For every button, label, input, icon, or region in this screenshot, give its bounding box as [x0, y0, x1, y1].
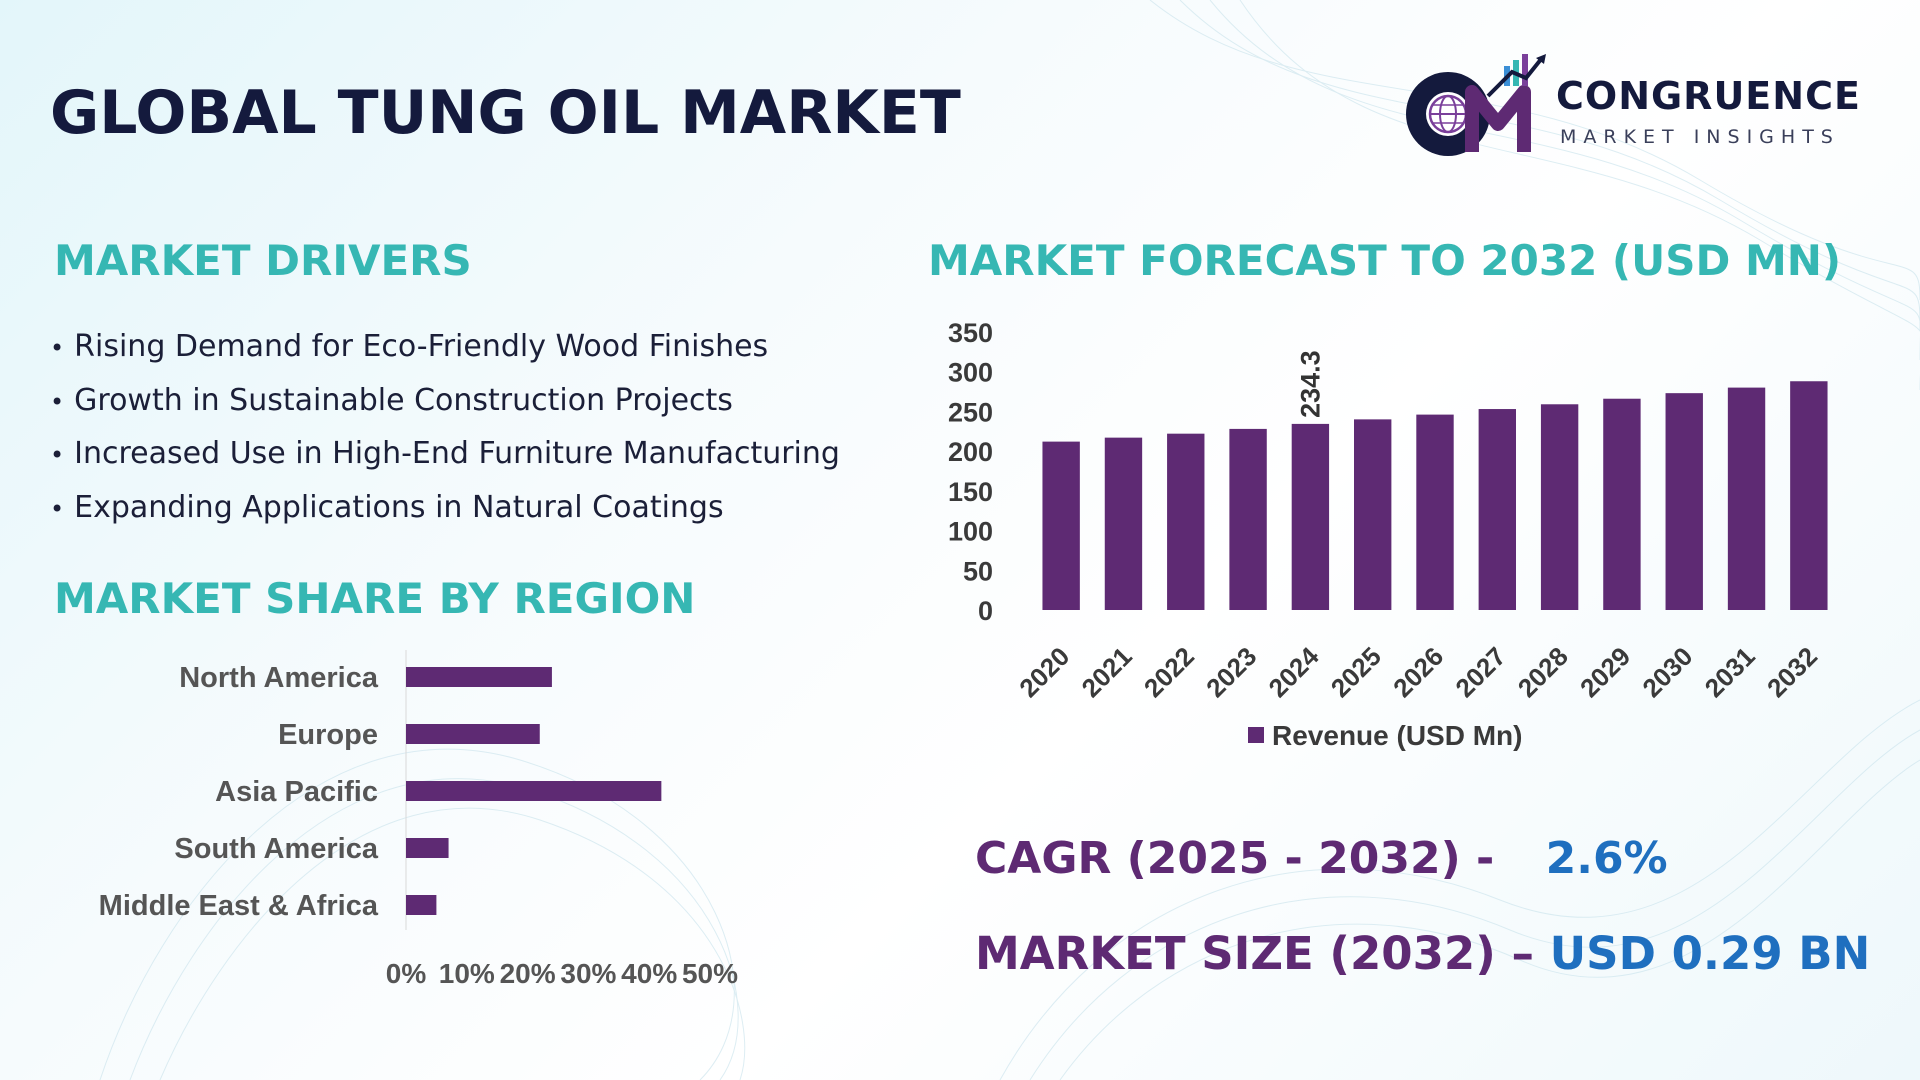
- driver-text: Expanding Applications in Natural Coatin…: [74, 489, 724, 525]
- bullet-icon: •: [50, 494, 65, 523]
- list-item: • Increased Use in High-End Furniture Man…: [50, 427, 840, 481]
- brand-name: CONGRUENCE: [1556, 74, 1861, 118]
- driver-text: Rising Demand for Eco-Friendly Wood Fini…: [74, 329, 769, 364]
- region-bar: [406, 724, 540, 744]
- x-tick-label: 30%: [560, 958, 616, 989]
- driver-text: Increased Use in High-End Furniture Manu…: [74, 436, 840, 471]
- y-tick-label: 100: [948, 517, 993, 547]
- y-tick-label: Middle East & Africa: [99, 890, 379, 922]
- region-bar: [406, 838, 449, 858]
- y-tick-label: South America: [174, 833, 378, 865]
- legend-swatch: [1248, 727, 1264, 743]
- legend-label: Revenue (USD Mn): [1272, 720, 1522, 751]
- list-item: • Rising Demand for Eco-Friendly Wood Fin…: [50, 320, 840, 374]
- y-tick-label: 150: [948, 477, 993, 507]
- y-tick-label: 250: [948, 397, 993, 427]
- data-label: 234.3: [1295, 350, 1325, 418]
- market-size-kpi: MARKET SIZE (2032) – USD 0.29 BN: [975, 927, 1870, 980]
- cagr-label: CAGR (2025 - 2032) -: [975, 833, 1495, 884]
- bullet-icon: •: [50, 334, 65, 362]
- cm-globe-chart-logo-icon: [1406, 54, 1546, 156]
- y-tick-label: 300: [948, 358, 993, 388]
- region-heading: MARKET SHARE BY REGION: [54, 574, 696, 623]
- region-bar: [406, 667, 552, 687]
- forecast-heading: MARKET FORECAST TO 2032 (USD MN): [928, 236, 1842, 285]
- x-tick-label: 40%: [621, 958, 677, 989]
- brand-logo: CONGRUENCE MARKET INSIGHTS: [1400, 52, 1870, 162]
- forecast-bar: [1665, 393, 1703, 610]
- driver-text: Growth in Sustainable Construction Proje…: [74, 382, 733, 418]
- y-tick-label: 0: [978, 596, 993, 626]
- y-tick-label: 50: [963, 556, 993, 586]
- x-tick-label: 20%: [500, 958, 556, 989]
- region-bar: [406, 895, 437, 915]
- y-tick-label: Europe: [278, 719, 378, 751]
- forecast-bar: [1042, 441, 1080, 610]
- forecast-bar: [1291, 423, 1330, 610]
- forecast-bar: [1540, 404, 1579, 610]
- drivers-list: • Rising Demand for Eco-Friendly Wood Fin…: [50, 320, 840, 534]
- brand-tagline: MARKET INSIGHTS: [1560, 126, 1840, 148]
- y-tick-label: Asia Pacific: [215, 776, 378, 808]
- page-title: GLOBAL TUNG OIL MARKET: [50, 78, 961, 148]
- forecast-bar: [1416, 414, 1454, 610]
- cagr-value: 2.6%: [1545, 833, 1668, 884]
- forecast-bar: [1727, 387, 1766, 610]
- y-tick-label: 350: [948, 318, 993, 348]
- bullet-icon: •: [50, 441, 65, 469]
- list-item: • Growth in Sustainable Construction Proj…: [50, 374, 840, 428]
- y-tick-label: 200: [948, 437, 993, 467]
- x-tick-label: 50%: [682, 958, 738, 989]
- x-tick-label: 10%: [439, 958, 495, 989]
- region-bar: [406, 781, 662, 801]
- y-tick-label: North America: [179, 662, 379, 694]
- cagr-kpi: CAGR (2025 - 2032) - 2.6%: [975, 833, 1668, 884]
- forecast-bar: [1104, 437, 1143, 610]
- forecast-bar: [1167, 433, 1205, 610]
- forecast-bar: [1354, 419, 1392, 610]
- forecast-bar: [1790, 381, 1828, 610]
- forecast-bar: [1603, 398, 1641, 610]
- x-tick-label: 0%: [386, 958, 427, 989]
- market-size-value: USD 0.29 BN: [1549, 927, 1871, 980]
- forecast-bar: [1229, 428, 1267, 610]
- list-item: • Expanding Applications in Natural Coati…: [50, 481, 840, 535]
- forecast-bar: [1478, 409, 1516, 610]
- market-size-label: MARKET SIZE (2032) –: [975, 927, 1534, 980]
- drivers-heading: MARKET DRIVERS: [54, 236, 472, 285]
- bullet-icon: •: [50, 387, 65, 416]
